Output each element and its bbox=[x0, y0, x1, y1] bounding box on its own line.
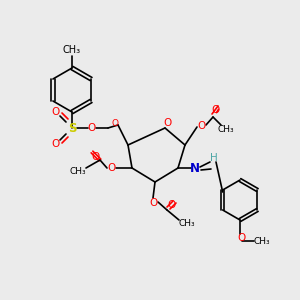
Text: O: O bbox=[52, 139, 60, 149]
Text: N: N bbox=[190, 161, 200, 175]
Text: O: O bbox=[211, 105, 219, 115]
Text: O: O bbox=[167, 200, 175, 210]
Text: O: O bbox=[163, 118, 171, 128]
Text: O: O bbox=[149, 198, 157, 208]
Text: O: O bbox=[87, 123, 95, 133]
Text: CH₃: CH₃ bbox=[63, 45, 81, 55]
Text: O: O bbox=[197, 121, 205, 131]
Text: H: H bbox=[210, 153, 218, 163]
Text: S: S bbox=[68, 122, 76, 134]
Text: O: O bbox=[108, 163, 116, 173]
Text: CH₃: CH₃ bbox=[70, 167, 86, 176]
Text: O: O bbox=[52, 107, 60, 117]
Text: CH₃: CH₃ bbox=[218, 124, 234, 134]
Text: O: O bbox=[238, 233, 246, 243]
Text: O: O bbox=[91, 152, 99, 162]
Text: O: O bbox=[112, 118, 118, 127]
Text: CH₃: CH₃ bbox=[254, 236, 270, 245]
Text: CH₃: CH₃ bbox=[179, 218, 195, 227]
